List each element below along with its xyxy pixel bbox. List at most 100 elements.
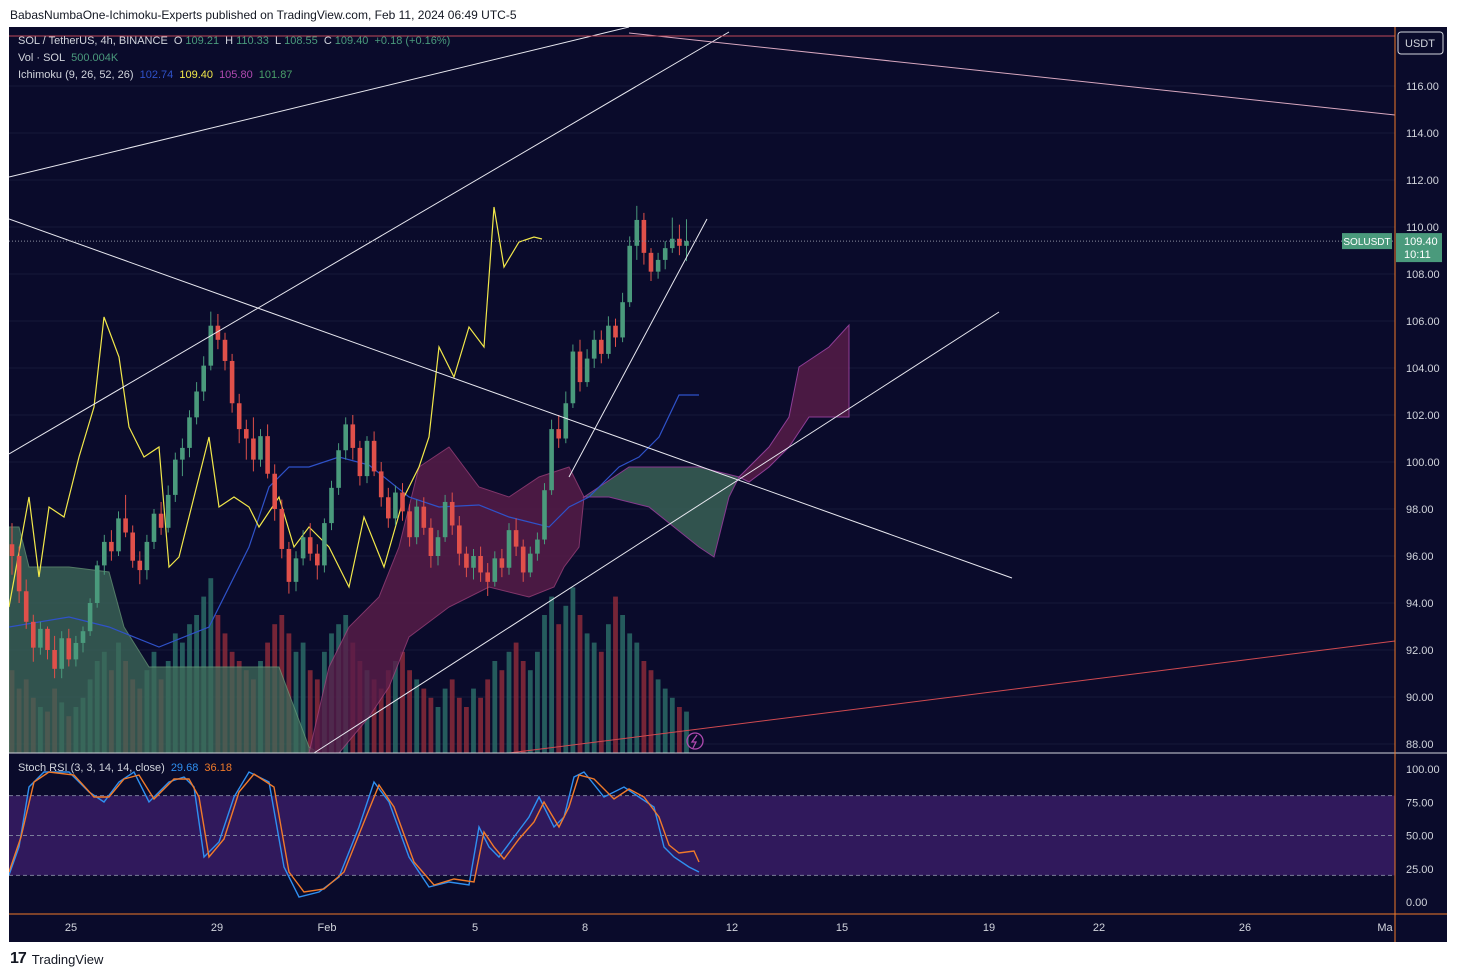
time-tick-label: 25 — [65, 922, 77, 934]
trendline-ascending — [313, 311, 1000, 754]
countdown-value: 10:11 — [1404, 249, 1431, 261]
candle-body — [279, 509, 285, 549]
candle-body — [577, 351, 583, 383]
volume-bar — [634, 642, 640, 753]
candle-body — [684, 241, 689, 246]
stoch-rsi-pane — [9, 770, 1395, 898]
candle-body — [407, 511, 412, 538]
volume-bar — [563, 605, 569, 753]
volume-bar — [499, 670, 505, 753]
price-tick-label: 88.00 — [1406, 739, 1434, 751]
candle-body — [38, 628, 43, 648]
open-label: O — [173, 35, 183, 47]
volume-bar — [662, 688, 668, 753]
low-value: 108.55 — [284, 35, 318, 47]
price-tick-label: 116.00 — [1406, 81, 1439, 93]
candle-body — [180, 447, 185, 460]
stoch-legend[interactable]: Stoch RSI (3, 3, 14, 14, close) 29.68 36… — [18, 762, 235, 774]
volume-bar — [570, 587, 576, 753]
volume-bar — [464, 707, 469, 753]
candle-body — [66, 638, 72, 660]
candle-body — [137, 560, 143, 571]
candle-body — [350, 424, 356, 448]
candle-body — [556, 429, 561, 439]
candle-body — [485, 572, 490, 582]
cloud-bullish-future — [582, 466, 740, 558]
candle-body — [457, 525, 462, 554]
symbol-title[interactable]: SOL / TetherUS, 4h, BINANCE — [18, 35, 168, 47]
volume-bar — [684, 711, 689, 753]
time-tick-label: 26 — [1239, 922, 1251, 934]
volume-bar — [535, 651, 540, 753]
volume-bar — [584, 633, 590, 753]
candle-body — [513, 530, 519, 547]
ichimoku-label[interactable]: Ichimoku (9, 26, 52, 26) — [18, 69, 134, 81]
price-chart[interactable]: 116.00 114.00 112.00 110.00 108.00 106.00 104.… — [9, 27, 1447, 942]
candle-body — [23, 591, 29, 622]
ichimoku-chikou-value: 109.40 — [179, 69, 213, 81]
tradingview-logo-icon[interactable]: 17 — [10, 950, 27, 967]
rsi-tick-label: 100.00 — [1406, 764, 1440, 776]
volume-bar — [407, 670, 412, 753]
trendline-steep — [568, 218, 708, 478]
candle-body — [187, 417, 192, 448]
stoch-label[interactable]: Stoch RSI (3, 3, 14, 14, close) — [18, 762, 165, 774]
volume-bar — [449, 679, 455, 753]
time-tick-label: 19 — [983, 922, 995, 934]
candle-body — [670, 238, 675, 249]
rsi-tick-label: 25.00 — [1406, 864, 1434, 876]
candle-body — [52, 650, 57, 669]
volume-bar — [478, 697, 483, 753]
candle-body — [80, 631, 86, 643]
candle-body — [634, 219, 640, 246]
volume-label[interactable]: Vol · SOL — [18, 52, 66, 64]
candle-body — [329, 487, 334, 524]
volume-bar — [527, 670, 533, 753]
time-axis: 25 29 Feb 5 8 12 15 19 22 26 Ma — [65, 922, 1394, 934]
candle-body — [286, 548, 292, 582]
symbol-legend[interactable]: SOL / TetherUS, 4h, BINANCE O 109.21 H 110… — [18, 35, 453, 47]
candle-body — [662, 248, 668, 260]
chikou-line — [9, 206, 543, 608]
time-tick-label: 8 — [582, 922, 588, 934]
price-tick-label: 96.00 — [1406, 551, 1434, 563]
candle-body — [449, 501, 455, 526]
tradingview-brand[interactable]: TradingView — [31, 951, 104, 967]
time-tick-label: 5 — [472, 922, 478, 934]
volume-bar — [613, 596, 618, 753]
candle-body — [222, 339, 228, 361]
candle-body — [265, 436, 270, 474]
volume-bar — [442, 688, 448, 753]
candle-body — [315, 553, 320, 566]
candle-body — [464, 553, 469, 568]
price-tick-label: 112.00 — [1406, 175, 1439, 187]
volume-bar — [627, 633, 633, 753]
candle-body — [648, 252, 654, 272]
ichimoku-legend[interactable]: Ichimoku (9, 26, 52, 26) 102.74 109.40 1… — [18, 69, 295, 81]
candle-body — [386, 497, 391, 519]
candle-body — [393, 492, 398, 519]
rsi-tick-label: 50.00 — [1406, 831, 1434, 843]
candle-body — [173, 459, 178, 495]
candle-body — [151, 513, 157, 542]
volume-bar — [492, 661, 498, 753]
candle-body — [244, 429, 249, 439]
candle-series — [9, 205, 689, 679]
candle-body — [251, 438, 256, 460]
volume-bar — [307, 670, 313, 753]
candle-body — [442, 501, 448, 538]
stoch-d-line — [9, 771, 700, 893]
candle-body — [506, 530, 512, 568]
time-tick-label: Feb — [318, 922, 337, 934]
candle-body — [641, 219, 647, 253]
volume-bar — [506, 651, 512, 753]
time-tick-label: 22 — [1093, 922, 1105, 934]
candle-body — [591, 339, 597, 359]
candle-body — [627, 245, 632, 303]
volume-bar — [428, 697, 434, 753]
candle-body — [378, 471, 384, 498]
volume-bar — [641, 661, 647, 753]
candle-body — [201, 365, 206, 392]
volume-legend[interactable]: Vol · SOL 500.004K — [18, 52, 121, 64]
candle-body — [364, 440, 370, 477]
